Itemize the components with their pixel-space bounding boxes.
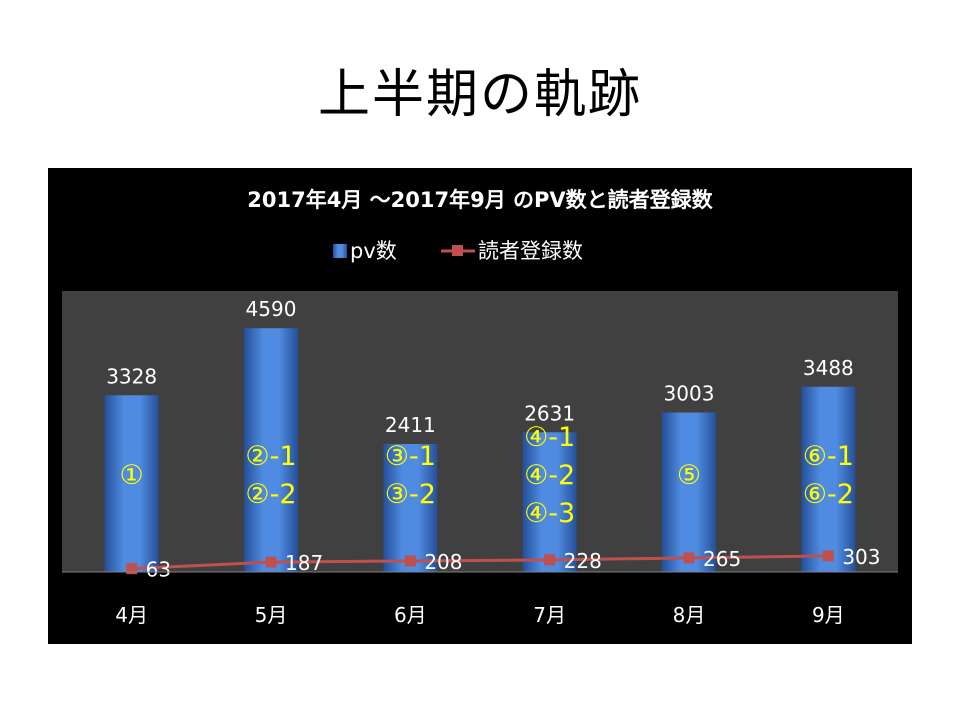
legend: pv数 読者登録数	[333, 239, 583, 263]
x-tick-label: 4月	[115, 603, 148, 627]
chart-area: 2017年4月 ～2017年9月 のPV数と読者登録数 pv数 読者登録数 332…	[48, 168, 912, 644]
x-tick-label: 5月	[255, 603, 288, 627]
bar-value-label: 3488	[803, 356, 854, 380]
labels-layer: 3328 4590 2411 2631 3003 3488 63 187 208 228 265 30…	[106, 297, 880, 581]
bar-pv-9月	[801, 386, 856, 572]
readers-marker-8月	[683, 552, 695, 564]
legend-label-pv: pv数	[350, 239, 397, 263]
bar-annotation: ④-1	[524, 422, 575, 453]
bar-value-label: 2631	[524, 401, 575, 425]
plot-area	[62, 291, 898, 572]
x-axis: 4月 5月 6月 7月 8月 9月	[62, 571, 898, 627]
legend-swatch-pv	[333, 244, 347, 258]
x-tick-label: 7月	[533, 603, 566, 627]
bar-annotation: ⑤	[677, 460, 701, 491]
bar-pv-7月	[522, 432, 577, 572]
slide-title: 上半期の軌跡	[317, 65, 642, 125]
bar-value-label: 4590	[246, 297, 297, 321]
readers-marker-9月	[822, 550, 834, 562]
legend-marker-readers	[452, 245, 463, 256]
bar-pv-5月	[244, 328, 298, 572]
bar-value-label: 3328	[106, 364, 157, 388]
bar-pv-8月	[662, 412, 716, 572]
readers-marker-7月	[544, 554, 556, 566]
readers-marker-5月	[265, 556, 277, 568]
readers-marker-4月	[126, 563, 138, 575]
chart-title: 2017年4月 ～2017年9月 のPV数と読者登録数	[247, 188, 713, 212]
readers-line	[131, 554, 829, 571]
bar-annotation: ①	[120, 460, 144, 491]
chart-svg: 2017年4月 ～2017年9月 のPV数と読者登録数 pv数 読者登録数 332…	[62, 188, 898, 627]
readers-value-label: 303	[842, 545, 880, 569]
x-tick-label: 8月	[673, 603, 706, 627]
bar-value-label: 2411	[385, 413, 436, 437]
readers-value-label: 63	[146, 558, 171, 582]
legend-label-readers: 読者登録数	[478, 239, 583, 263]
annotations-layer: ① ②-1 ②-2 ③-1 ③-2 ④-1 ④-2 ④-3 ⑤ ⑥-1 ⑥-2	[120, 422, 854, 529]
readers-value-label: 228	[564, 549, 602, 573]
bar-annotation: ③-1	[385, 441, 436, 472]
bar-annotation: ②-1	[245, 441, 296, 472]
bar-annotation: ④-3	[524, 498, 575, 529]
readers-value-label: 265	[703, 547, 741, 571]
bar-pv-4月	[104, 395, 159, 572]
bars-layer	[104, 328, 856, 572]
bar-value-label: 3003	[664, 382, 715, 406]
bar-annotation: ③-2	[385, 479, 436, 510]
readers-value-label: 187	[285, 551, 323, 575]
bar-annotation: ⑥-2	[803, 479, 854, 510]
bar-annotation: ⑥-1	[803, 441, 854, 472]
bar-annotation: ④-2	[524, 460, 575, 491]
readers-marker-6月	[404, 555, 416, 567]
x-tick-label: 6月	[394, 603, 427, 627]
line-layer	[126, 550, 834, 575]
readers-value-label: 208	[424, 550, 462, 574]
bar-pv-6月	[383, 443, 438, 572]
bar-annotation: ②-2	[245, 479, 296, 510]
x-tick-label: 9月	[812, 603, 845, 627]
